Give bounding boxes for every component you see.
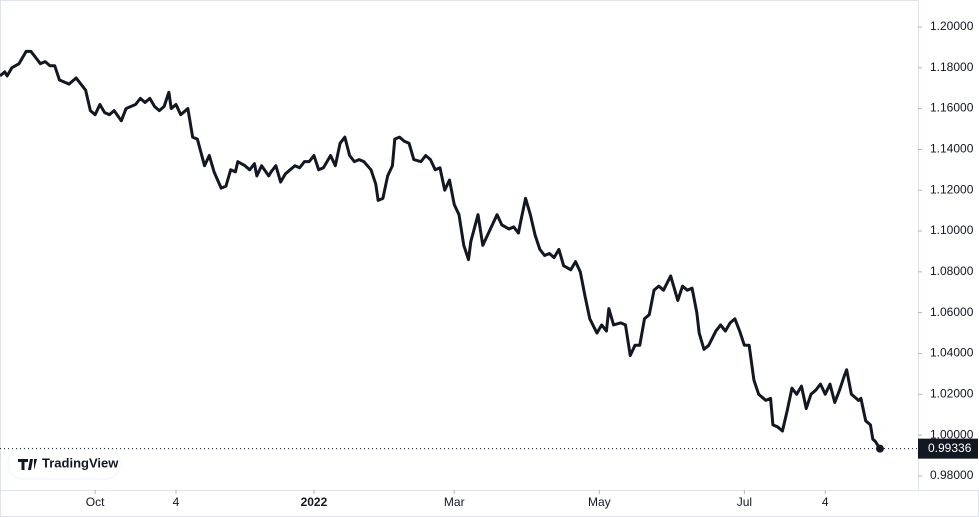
y-tick-label: 1.00000 bbox=[930, 427, 974, 441]
y-tick-label: 1.20000 bbox=[930, 19, 974, 33]
x-tick-label: 4 bbox=[173, 495, 180, 509]
y-tick-label: 1.12000 bbox=[930, 182, 974, 196]
last-price-box bbox=[918, 438, 978, 459]
y-tick-label: 1.08000 bbox=[930, 264, 974, 278]
last-point bbox=[875, 444, 884, 453]
y-tick-label: 1.06000 bbox=[930, 305, 974, 319]
axis-frame bbox=[0, 490, 979, 517]
y-tick-label: 1.10000 bbox=[930, 223, 974, 237]
x-tick-label: 4 bbox=[822, 495, 829, 509]
x-tick-label: May bbox=[588, 495, 611, 509]
x-tick-label: Oct bbox=[86, 495, 105, 509]
y-tick-label: 1.16000 bbox=[930, 101, 974, 115]
y-tick-label: 1.18000 bbox=[930, 60, 974, 74]
last-price-label: 0.99336 bbox=[928, 441, 972, 455]
plot-frame bbox=[0, 0, 919, 491]
watermark: TradingView bbox=[42, 455, 119, 470]
price-line bbox=[0, 49, 882, 450]
logo-badge bbox=[7, 447, 121, 480]
x-tick-label: Jul bbox=[737, 495, 752, 509]
x-tick-label: 2022 bbox=[301, 495, 328, 509]
y-tick-label: 1.04000 bbox=[930, 346, 974, 360]
x-tick-label: Mar bbox=[444, 495, 465, 509]
logo-icon bbox=[18, 459, 37, 470]
y-tick-label: 1.02000 bbox=[930, 386, 974, 400]
y-tick-label: 0.98000 bbox=[930, 468, 974, 482]
y-tick-label: 1.14000 bbox=[930, 142, 974, 156]
